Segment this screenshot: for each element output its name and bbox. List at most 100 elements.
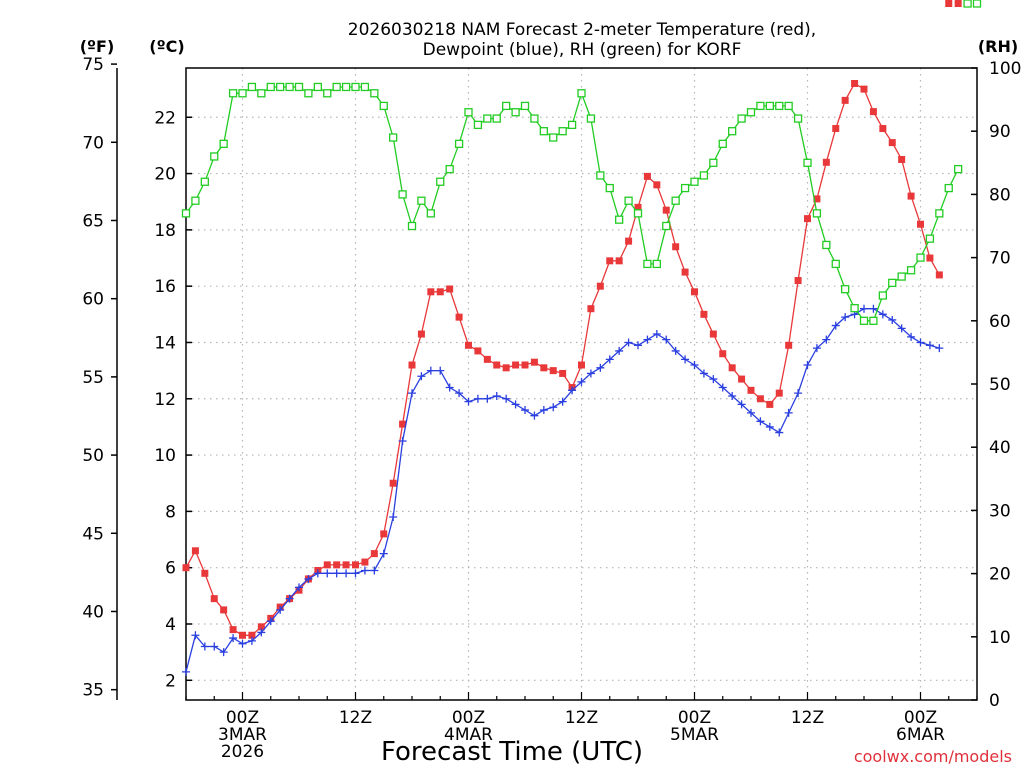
temperature-point <box>691 288 698 296</box>
temperature-point <box>182 564 190 572</box>
dewpoint-point <box>332 569 341 578</box>
rh-point <box>954 164 963 174</box>
dewpoint-point <box>709 375 718 384</box>
axes: 35 40 45 50 55 60 65 70 75 2 4 6 8 10 12 14 16 18 20 22 0 10 2… <box>82 55 1021 762</box>
rh-point <box>765 101 774 111</box>
rh-point <box>652 259 661 269</box>
temperature-point <box>380 530 388 538</box>
rh-point <box>285 82 294 92</box>
dewpoint-point <box>285 594 294 603</box>
rh-point <box>699 171 709 180</box>
rh-point <box>323 89 332 98</box>
fahrenheit-tick-label: 45 <box>82 524 104 544</box>
temperature-point <box>606 257 614 265</box>
rh-point <box>492 114 501 123</box>
celsius-unit-label: (ºC) <box>149 37 184 56</box>
dewpoint-point <box>323 569 332 578</box>
chart-title-line-1: 2026030218 NAM Forecast 2-meter Temperat… <box>348 20 816 40</box>
rh-point <box>916 253 925 262</box>
temperature-point <box>813 195 821 203</box>
temperature-point <box>804 215 811 223</box>
dewpoint-point <box>690 360 699 369</box>
temperature-point <box>521 361 529 369</box>
rh-point <box>426 209 435 218</box>
rh-point <box>247 82 257 92</box>
rh-point <box>859 316 869 325</box>
rh-point <box>398 190 407 199</box>
dewpoint-point <box>605 355 614 364</box>
temperature-point <box>747 386 755 394</box>
dewpoint-point <box>925 341 934 350</box>
rh-point <box>690 177 699 186</box>
rh-point <box>869 316 878 325</box>
rh-point <box>558 127 567 136</box>
temperature-point <box>512 361 520 369</box>
rh-point <box>793 114 803 123</box>
rh-unit-label: (RH) <box>978 37 1018 56</box>
dewpoint-point <box>624 338 633 347</box>
temperature-point <box>436 288 444 296</box>
rh-point <box>671 196 680 205</box>
x-tick-label: 12Z <box>565 708 598 728</box>
rh-tick-label: 30 <box>989 501 1011 521</box>
dewpoint-point <box>671 346 680 355</box>
temperature-point <box>719 350 727 358</box>
rh-point <box>586 114 596 123</box>
temperature-point <box>530 358 538 366</box>
dewpoint-point <box>812 344 821 353</box>
x-axis-title: Forecast Time (UTC) <box>381 737 643 767</box>
rh-tick-label: 80 <box>989 185 1011 205</box>
temperature-point <box>775 389 783 397</box>
temperature-point <box>239 631 246 639</box>
x-tick-label: 3MAR <box>218 725 267 745</box>
dewpoint-point <box>747 408 755 417</box>
dewpoint-point <box>229 634 238 643</box>
rh-point <box>605 183 614 193</box>
rh-point <box>662 221 671 231</box>
temperature-point <box>832 125 840 133</box>
temperature-point <box>455 313 463 321</box>
dewpoint-point <box>530 411 539 420</box>
dewpoint-point <box>822 335 831 344</box>
temperature-point <box>389 479 397 487</box>
dewpoint-point <box>662 335 671 344</box>
dewpoint-point <box>549 403 558 412</box>
chart-title-line-2: Dewpoint (blue), RH (green) for KORF <box>423 40 742 60</box>
temperature-point <box>851 79 859 87</box>
fahrenheit-tick-label: 40 <box>82 602 104 622</box>
temperature-point <box>352 561 359 569</box>
temperature-point <box>559 369 567 377</box>
temperature-point <box>898 155 906 163</box>
rh-point <box>577 89 586 98</box>
dewpoint-point <box>803 360 812 369</box>
rh-tick-label: 70 <box>989 249 1011 269</box>
dewpoint-point <box>191 631 200 640</box>
temperature-point <box>446 285 454 293</box>
dewpoint-point <box>681 355 690 364</box>
dewpoint-point <box>568 386 577 395</box>
temperature-point <box>502 364 510 372</box>
rh-point <box>530 114 539 123</box>
dewpoint-point <box>841 313 850 322</box>
rh-point <box>803 158 812 167</box>
dewpoint-point <box>586 369 595 378</box>
temperature-point <box>917 220 924 228</box>
fahrenheit-tick-label: 60 <box>82 290 104 310</box>
dewpoint-point <box>257 628 266 637</box>
x-tick-label: 12Z <box>339 708 372 728</box>
rh-point <box>351 82 360 92</box>
temperature-point <box>643 172 651 180</box>
celsius-tick-label: 10 <box>154 446 176 466</box>
fahrenheit-tick-label: 65 <box>82 211 104 231</box>
temperature-point <box>399 420 407 428</box>
dewpoint-point <box>539 406 548 415</box>
dewpoint-point <box>426 366 435 375</box>
rh-point <box>972 0 982 8</box>
temperature-point <box>540 364 548 372</box>
dewpoint-point <box>304 574 313 583</box>
temperature-point <box>587 305 595 313</box>
temperature-point <box>700 310 708 318</box>
rh-tick-label: 100 <box>989 59 1021 79</box>
temperature-point <box>210 595 218 603</box>
